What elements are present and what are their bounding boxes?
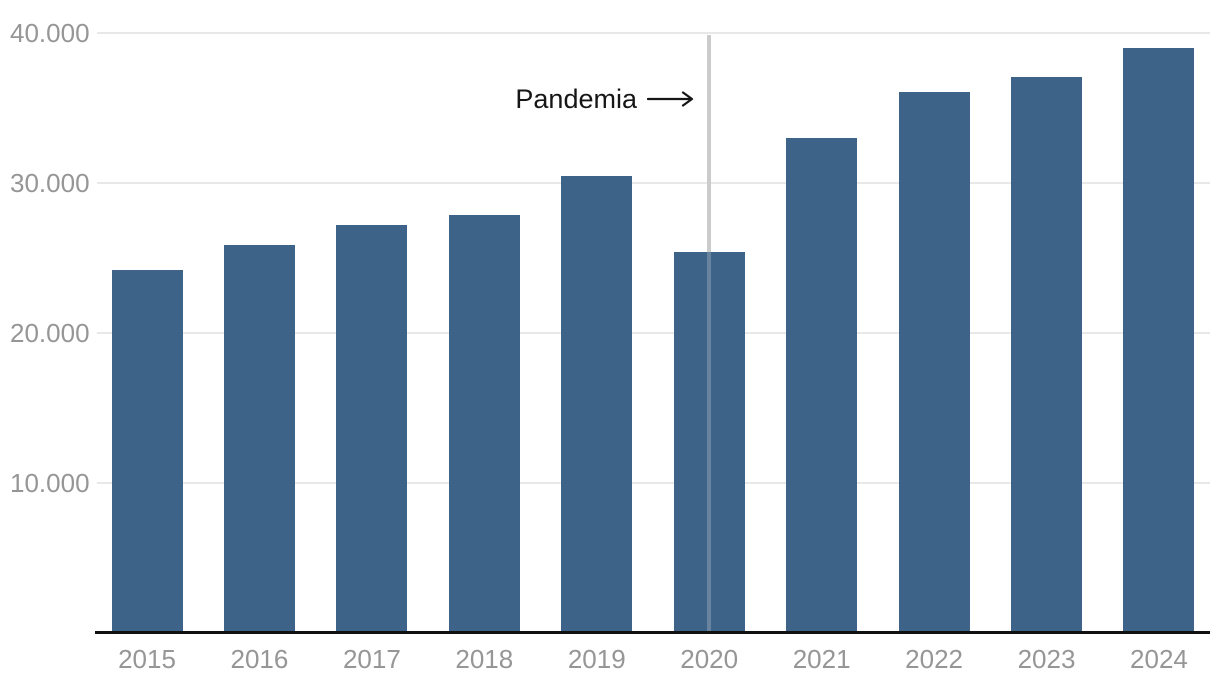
y-tick-label: 10.000 (10, 468, 90, 498)
bar-2024 (1123, 48, 1195, 633)
pandemic-annotation-label: Pandemia (515, 84, 637, 114)
x-tick-label-2024: 2024 (1130, 644, 1188, 674)
bar-2021 (786, 138, 858, 633)
pandemic-line-overlay (707, 35, 712, 633)
bar-2019 (561, 175, 633, 633)
x-tick-label-2015: 2015 (118, 644, 176, 674)
bar-2017 (336, 225, 408, 633)
bar-2018 (448, 214, 520, 633)
bar-2023 (1011, 76, 1083, 633)
x-tick-label-2023: 2023 (1017, 644, 1076, 674)
x-axis-line (95, 631, 1210, 634)
bar-2016 (223, 244, 295, 633)
gridline-30000 (97, 182, 1210, 184)
x-tick-label-2018: 2018 (455, 644, 514, 674)
y-tick-label: 20.000 (10, 318, 90, 348)
pandemic-annotation: Pandemia (515, 83, 697, 115)
right-arrow-icon (647, 91, 694, 107)
bar-2020 (673, 252, 745, 633)
x-tick-label-2017: 2017 (342, 644, 401, 674)
gridline-40000 (97, 32, 1210, 34)
bar-2022 (898, 91, 970, 633)
gridline-20000 (97, 332, 1210, 334)
bar-2015 (111, 270, 183, 633)
gridline-10000 (97, 482, 1210, 484)
y-tick-label: 40.000 (10, 18, 90, 48)
x-tick-label-2016: 2016 (230, 644, 289, 674)
x-tick-label-2022: 2022 (905, 644, 963, 674)
x-tick-label-2020: 2020 (680, 644, 739, 674)
x-tick-label-2019: 2019 (567, 644, 626, 674)
y-tick-label: 30.000 (10, 168, 90, 198)
x-tick-label-2021: 2021 (792, 644, 851, 674)
